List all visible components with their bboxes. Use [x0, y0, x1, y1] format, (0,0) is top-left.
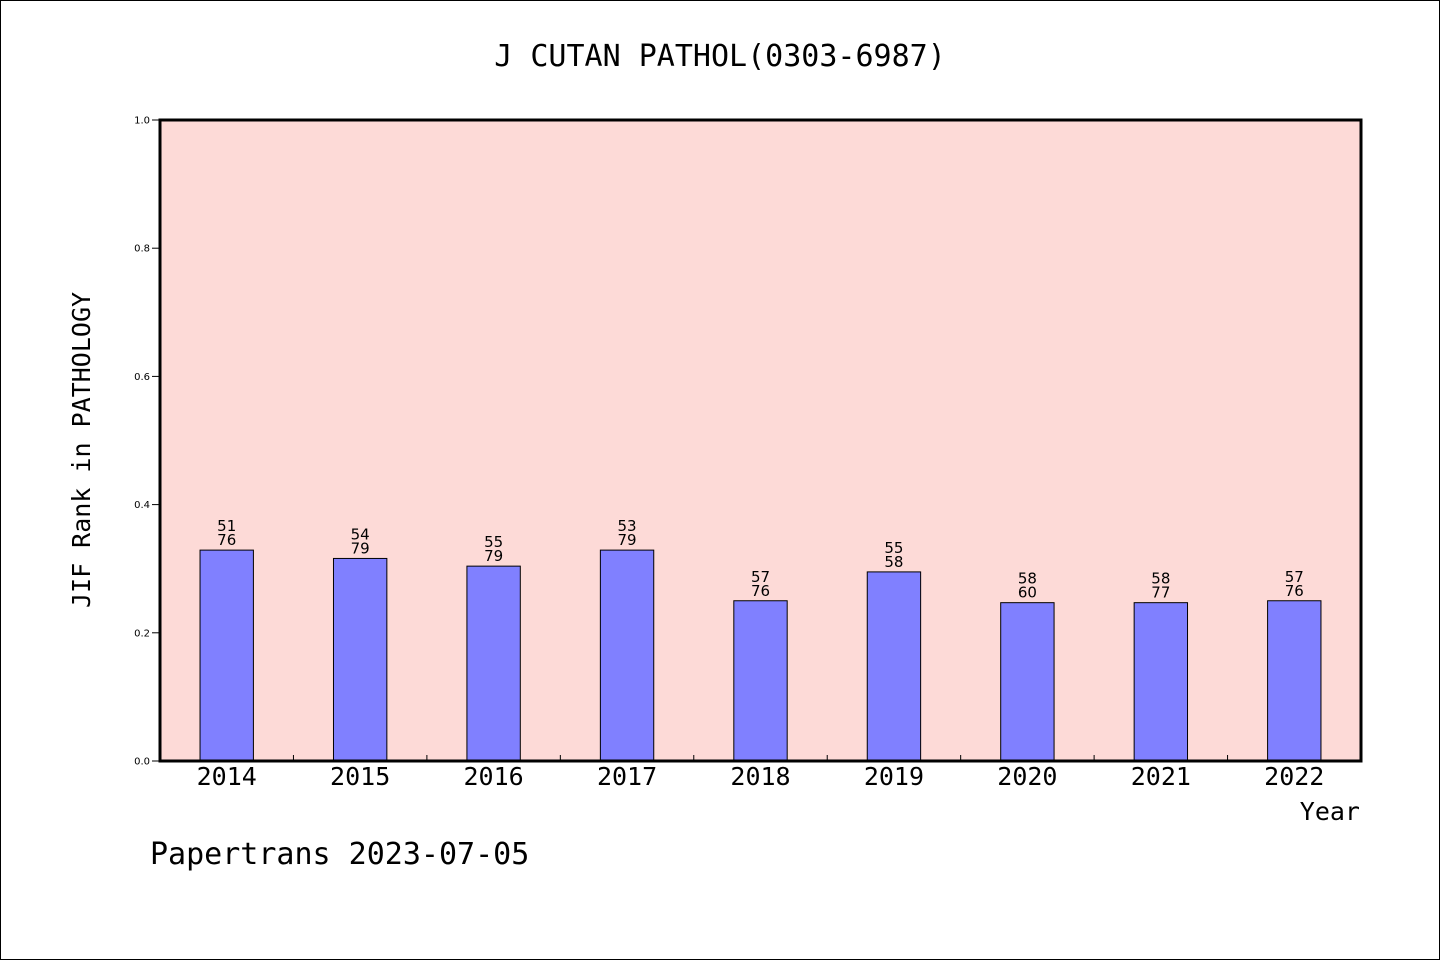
data-label-total-2016: 79	[484, 547, 503, 565]
data-label-total-2021: 77	[1151, 584, 1170, 602]
data-label-rank-2018: 57	[751, 568, 770, 586]
footer-credit: Papertrans 2023-07-05	[150, 837, 529, 872]
bar-2022	[1267, 600, 1322, 762]
y-axis: 0.0 0.2 0.4 0.6 0.8 1.0	[134, 116, 160, 768]
data-label-total-2019: 58	[884, 553, 903, 571]
data-label-total-2022: 76	[1285, 582, 1304, 600]
x-axis-label: Year	[1300, 797, 1360, 826]
data-label-rank-2021: 58	[1151, 570, 1170, 588]
bar-2020	[1000, 602, 1055, 762]
data-label-rank-2014: 51	[217, 517, 236, 535]
x-tick-label-2020: 2020	[997, 762, 1057, 791]
bar-2016	[466, 565, 521, 762]
data-label-total-2020: 60	[1018, 584, 1037, 602]
y-tick-label-0.0: 0.0	[134, 757, 150, 768]
bar-2017	[599, 549, 655, 762]
y-tick-label-1.0: 1.0	[134, 116, 150, 127]
x-tick-label-2016: 2016	[464, 762, 524, 791]
x-axis: 2014 2015 2016 2017 2018 2019 2020 2021 2022	[197, 755, 1324, 791]
data-label-rank-2015: 54	[351, 525, 370, 543]
x-tick-label-2018: 2018	[730, 762, 790, 791]
data-label-rank-2019: 55	[884, 539, 903, 557]
x-tick-label-2015: 2015	[330, 762, 390, 791]
bar-2021	[1133, 602, 1189, 762]
x-tick-label-2022: 2022	[1264, 762, 1324, 791]
data-label-rank-2022: 57	[1285, 568, 1304, 586]
y-axis-label: JIF Rank in PATHOLOGY	[67, 292, 96, 608]
data-label-total-2014: 76	[217, 531, 236, 549]
y-tick-label-0.2: 0.2	[134, 628, 150, 639]
plot-border	[158, 118, 1363, 763]
x-tick-label-2017: 2017	[597, 762, 657, 791]
data-label-total-2015: 79	[351, 539, 370, 557]
bar-2014	[199, 549, 254, 762]
y-tick-label-0.4: 0.4	[134, 500, 150, 511]
data-label-rank-2017: 53	[618, 517, 637, 535]
bars-group	[199, 549, 1322, 762]
chart-title: J CUTAN PATHOL(0303-6987)	[494, 39, 946, 74]
data-label-total-2017: 79	[618, 531, 637, 549]
y-tick-label-0.8: 0.8	[134, 244, 150, 255]
data-label-total-2018: 76	[751, 582, 770, 600]
bar-2018	[733, 600, 788, 762]
bar-2019	[866, 571, 922, 762]
x-tick-label-2014: 2014	[197, 762, 257, 791]
y-tick-label-0.6: 0.6	[134, 372, 150, 383]
x-tick-label-2019: 2019	[864, 762, 924, 791]
data-label-rank-2016: 55	[484, 533, 503, 551]
bar-2015	[332, 557, 388, 762]
data-label-rank-2020: 58	[1018, 570, 1037, 588]
x-tick-label-2021: 2021	[1131, 762, 1191, 791]
